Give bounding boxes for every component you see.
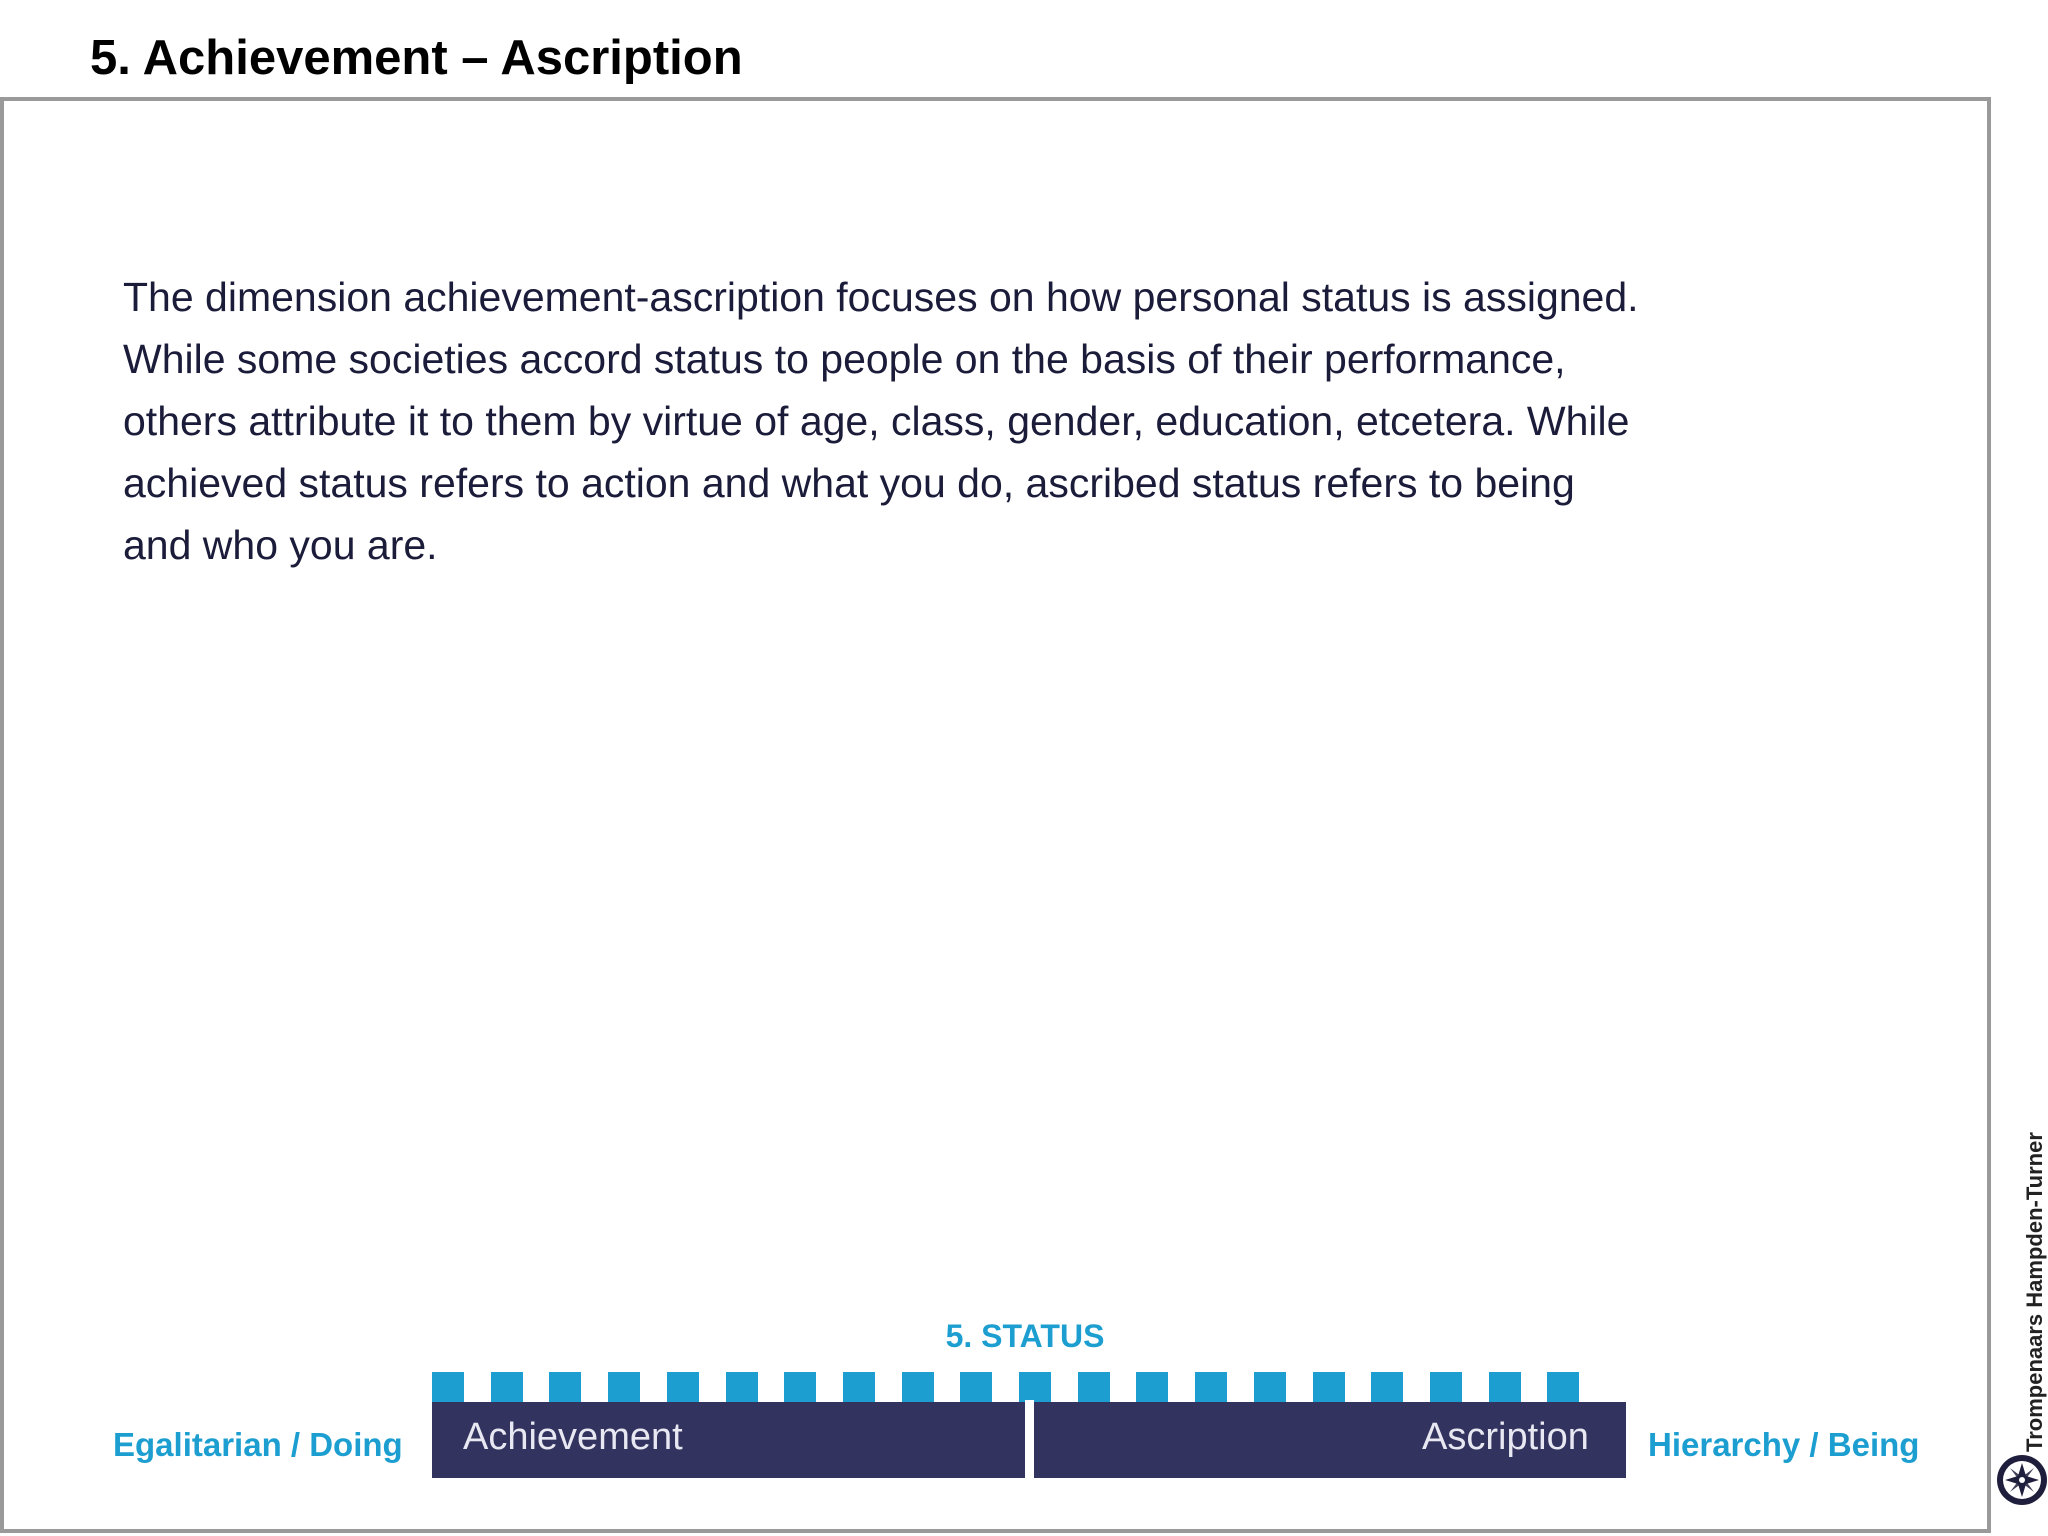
scale-tick [1547, 1372, 1579, 1403]
scale-tick [667, 1372, 699, 1403]
scale-tick [1313, 1372, 1345, 1403]
brand-name: Trompenaars Hampden-Turner [2022, 1132, 2047, 1452]
scale-tick [1195, 1372, 1227, 1403]
achievement-label: Achievement [463, 1416, 683, 1458]
body-paragraph: The dimension achievement-ascription foc… [123, 266, 1883, 576]
body-line: achieved status refers to action and wha… [123, 460, 1575, 506]
slide-title: 5. Achievement – Ascription [90, 31, 743, 85]
egalitarian-doing-label: Egalitarian / Doing [113, 1426, 403, 1463]
ascription-label: Ascription [1422, 1416, 1589, 1458]
scale-bar-achievement [432, 1402, 1025, 1478]
scale-tick [549, 1372, 581, 1403]
scale-bar-divider [1025, 1400, 1034, 1480]
scale-tick [1254, 1372, 1286, 1403]
body-line: While some societies accord status to pe… [123, 336, 1566, 382]
body-line: The dimension achievement-ascription foc… [123, 274, 1639, 320]
scale-tick [784, 1372, 816, 1403]
content-frame [0, 97, 1991, 1533]
compass-star-logo-icon [1997, 1455, 2047, 1505]
scale-tick [1078, 1372, 1110, 1403]
scale-title: 5. STATUS [945, 1318, 1105, 1354]
scale-tick [1019, 1372, 1051, 1403]
scale-tick [608, 1372, 640, 1403]
scale-tick [726, 1372, 758, 1403]
scale-tick [902, 1372, 934, 1403]
scale-tick [432, 1372, 464, 1403]
hierarchy-being-label: Hierarchy / Being [1648, 1426, 1920, 1463]
scale-tick [1371, 1372, 1403, 1403]
scale-bar-ascription [1034, 1402, 1626, 1478]
scale-tick [1430, 1372, 1462, 1403]
scale-tick [843, 1372, 875, 1403]
scale-tick [1136, 1372, 1168, 1403]
scale-tick [491, 1372, 523, 1403]
scale-tick [1489, 1372, 1521, 1403]
body-line: others attribute it to them by virtue of… [123, 398, 1630, 444]
body-line: and who you are. [123, 522, 438, 568]
scale-ticks [432, 1372, 1606, 1403]
scale-tick [960, 1372, 992, 1403]
